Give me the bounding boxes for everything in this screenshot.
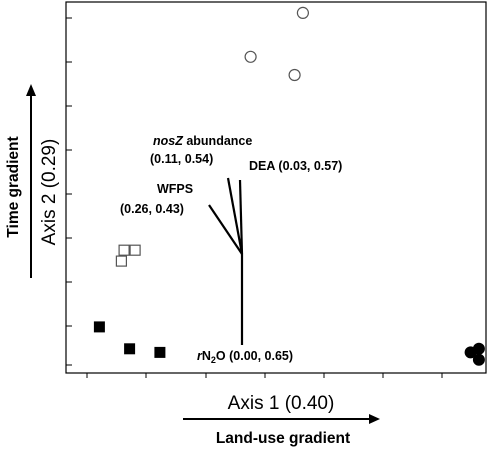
filled-circle-point (472, 342, 485, 355)
open-circle-point (288, 68, 301, 82)
vector-dea (238, 179, 244, 255)
wfps-values: (0.26, 0.43) (120, 202, 184, 216)
nosz-gene-name: nosZ (153, 134, 184, 148)
y-gradient-title: Time gradient (5, 136, 22, 237)
dea-label: DEA (0.03, 0.57) (249, 159, 342, 173)
y-axis-ticks (66, 17, 72, 366)
nosz-label: nosZ abundance (153, 134, 252, 148)
nosz-label-rest: abundance (183, 134, 253, 148)
open-square-point (118, 244, 130, 256)
y-gradient-arrowhead (26, 84, 36, 96)
vector-nosz-abundance (226, 177, 244, 255)
y-axis-title: Axis 2 (0.29) (39, 139, 60, 246)
rn2o-label: rN2O (0.00, 0.65) (197, 349, 293, 365)
filled-circle-point (472, 353, 485, 366)
filled-square-point (93, 321, 105, 333)
x-gradient-title: Land-use gradient (216, 430, 350, 447)
rn2o-subscript: 2 (211, 355, 216, 365)
open-circle-point (296, 6, 309, 19)
x-axis-ticks (86, 373, 443, 378)
vector-labels: nosZ abundance (0.11, 0.54) DEA (0.03, 0… (120, 134, 342, 365)
filled-square-point (154, 346, 166, 358)
open-square-point (129, 244, 141, 256)
open-circle-point (244, 50, 257, 63)
filled-square-point (124, 343, 136, 355)
sample-points (93, 6, 485, 366)
environmental-vectors (208, 177, 244, 345)
nosz-values: (0.11, 0.54) (150, 152, 213, 166)
x-axis-title: Axis 1 (0.40) (228, 393, 335, 414)
wfps-label: WFPS (157, 182, 193, 196)
open-square-point (115, 255, 128, 267)
vector-wfps (208, 204, 243, 255)
x-gradient-arrowhead (369, 414, 380, 424)
plot-area (65, 1, 487, 374)
rn2o-n: N (202, 349, 211, 363)
rn2o-rest: O (0.00, 0.65) (216, 349, 293, 363)
rn2o-r: r (197, 349, 203, 363)
